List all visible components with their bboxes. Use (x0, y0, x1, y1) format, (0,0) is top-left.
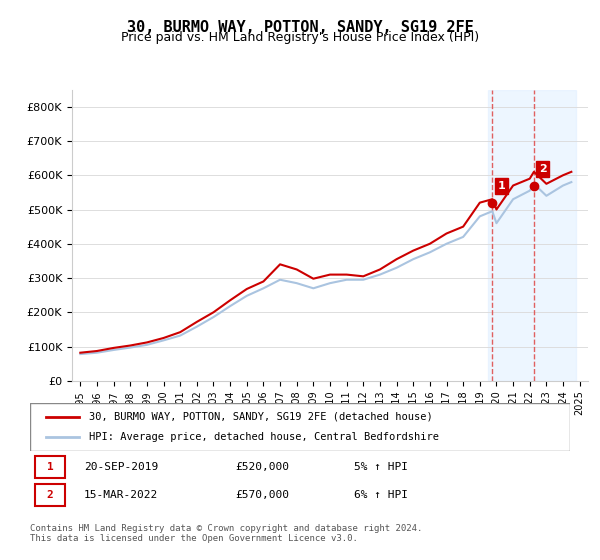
Text: £520,000: £520,000 (235, 462, 289, 472)
FancyBboxPatch shape (35, 456, 65, 478)
Text: 1: 1 (497, 181, 505, 191)
Bar (488, 90, 577, 381)
Text: 5% ↑ HPI: 5% ↑ HPI (354, 462, 408, 472)
Text: 6% ↑ HPI: 6% ↑ HPI (354, 490, 408, 500)
FancyBboxPatch shape (35, 484, 65, 506)
Text: 2: 2 (47, 490, 53, 500)
FancyBboxPatch shape (30, 403, 570, 451)
Text: Contains HM Land Registry data © Crown copyright and database right 2024.
This d: Contains HM Land Registry data © Crown c… (30, 524, 422, 543)
Text: 15-MAR-2022: 15-MAR-2022 (84, 490, 158, 500)
Text: 20-SEP-2019: 20-SEP-2019 (84, 462, 158, 472)
Text: 2: 2 (539, 164, 547, 174)
Text: 30, BURMO WAY, POTTON, SANDY, SG19 2FE (detached house): 30, BURMO WAY, POTTON, SANDY, SG19 2FE (… (89, 412, 433, 422)
Text: HPI: Average price, detached house, Central Bedfordshire: HPI: Average price, detached house, Cent… (89, 432, 439, 442)
Text: £570,000: £570,000 (235, 490, 289, 500)
Text: Price paid vs. HM Land Registry's House Price Index (HPI): Price paid vs. HM Land Registry's House … (121, 31, 479, 44)
Text: 1: 1 (47, 462, 53, 472)
Text: 30, BURMO WAY, POTTON, SANDY, SG19 2FE: 30, BURMO WAY, POTTON, SANDY, SG19 2FE (127, 20, 473, 35)
